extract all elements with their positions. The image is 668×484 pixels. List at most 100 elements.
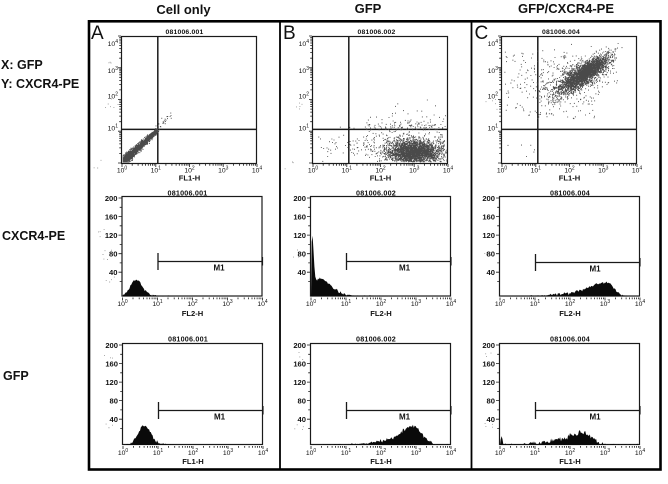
svg-text:40: 40 (298, 415, 306, 424)
svg-text:101: 101 (151, 166, 162, 175)
svg-text:80: 80 (110, 396, 118, 405)
svg-text:102: 102 (376, 448, 387, 457)
svg-text:FL1-H: FL1-H (370, 457, 392, 466)
svg-text:80: 80 (109, 249, 117, 258)
svg-text:120: 120 (105, 231, 118, 240)
svg-text:120: 120 (105, 378, 118, 387)
svg-text:104: 104 (108, 39, 119, 48)
svg-text:80: 80 (487, 396, 495, 405)
svg-text:40: 40 (110, 415, 118, 424)
svg-text:100: 100 (495, 299, 506, 308)
svg-text:M1: M1 (213, 264, 225, 273)
svg-text:103: 103 (411, 299, 422, 308)
svg-text:100: 100 (495, 448, 506, 457)
svg-text:081006.002: 081006.002 (356, 334, 396, 343)
svg-text:101: 101 (108, 124, 119, 133)
svg-text:101: 101 (152, 299, 163, 308)
svg-text:Cell only: Cell only (156, 2, 211, 17)
svg-text:104: 104 (632, 166, 643, 175)
svg-text:104: 104 (488, 39, 499, 48)
svg-text:40: 40 (487, 415, 495, 424)
svg-text:100: 100 (117, 166, 128, 175)
svg-text:160: 160 (105, 212, 118, 221)
svg-text:100: 100 (118, 448, 129, 457)
svg-text:200: 200 (482, 341, 495, 350)
svg-text:101: 101 (530, 299, 541, 308)
svg-text:101: 101 (299, 124, 310, 133)
svg-text:104: 104 (443, 166, 454, 175)
svg-text:104: 104 (446, 299, 457, 308)
svg-text:081006.004: 081006.004 (550, 188, 590, 197)
svg-text:101: 101 (153, 448, 164, 457)
svg-text:A: A (91, 23, 104, 44)
svg-text:101: 101 (488, 124, 499, 133)
svg-text:CXCR4-PE: CXCR4-PE (2, 229, 65, 243)
svg-text:200: 200 (293, 194, 306, 203)
svg-text:120: 120 (482, 378, 495, 387)
svg-text:103: 103 (411, 448, 422, 457)
svg-text:103: 103 (108, 66, 119, 75)
svg-text:104: 104 (446, 448, 457, 457)
svg-text:081006.001: 081006.001 (168, 334, 208, 343)
svg-text:101: 101 (530, 448, 541, 457)
svg-text:081006.001: 081006.001 (166, 29, 204, 36)
svg-text:104: 104 (299, 39, 310, 48)
svg-text:B: B (283, 23, 296, 44)
svg-text:FL2-H: FL2-H (559, 309, 581, 318)
svg-text:GFP: GFP (3, 369, 29, 383)
svg-text:103: 103 (299, 66, 310, 75)
svg-text:102: 102 (299, 92, 310, 101)
svg-text:101: 101 (531, 166, 542, 175)
svg-text:104: 104 (257, 299, 268, 308)
svg-text:M1: M1 (589, 265, 601, 274)
svg-text:104: 104 (252, 166, 263, 175)
svg-text:103: 103 (600, 448, 611, 457)
svg-text:102: 102 (184, 166, 195, 175)
svg-text:103: 103 (598, 166, 609, 175)
svg-text:081006.004: 081006.004 (542, 29, 580, 36)
svg-text:Y: CXCR4-PE: Y: CXCR4-PE (1, 77, 79, 91)
svg-text:160: 160 (293, 212, 306, 221)
svg-text:081006.002: 081006.002 (356, 188, 396, 197)
svg-text:M1: M1 (399, 264, 411, 273)
svg-text:80: 80 (487, 249, 495, 258)
svg-text:160: 160 (482, 212, 495, 221)
svg-text:80: 80 (298, 249, 306, 258)
svg-text:40: 40 (298, 268, 306, 277)
svg-text:200: 200 (105, 341, 118, 350)
svg-text:103: 103 (488, 66, 499, 75)
svg-text:100: 100 (497, 166, 508, 175)
svg-text:081006.004: 081006.004 (550, 334, 590, 343)
svg-text:102: 102 (187, 299, 198, 308)
svg-text:FL1-H: FL1-H (559, 174, 581, 183)
svg-text:101: 101 (341, 448, 352, 457)
svg-text:160: 160 (105, 359, 118, 368)
svg-text:200: 200 (293, 341, 306, 350)
svg-text:102: 102 (376, 299, 387, 308)
svg-text:100: 100 (308, 166, 319, 175)
svg-text:102: 102 (488, 92, 499, 101)
svg-text:100: 100 (306, 299, 317, 308)
svg-text:FL1-H: FL1-H (559, 457, 581, 466)
svg-text:GFP/CXCR4-PE: GFP/CXCR4-PE (518, 1, 614, 16)
svg-text:160: 160 (482, 359, 495, 368)
svg-text:120: 120 (293, 231, 306, 240)
svg-text:102: 102 (188, 448, 199, 457)
svg-text:104: 104 (258, 448, 269, 457)
svg-text:M1: M1 (214, 413, 226, 422)
svg-text:FL1-H: FL1-H (370, 174, 392, 183)
svg-text:M1: M1 (399, 413, 411, 422)
svg-text:40: 40 (487, 268, 495, 277)
svg-text:FL2-H: FL2-H (370, 309, 392, 318)
svg-text:X: GFP: X: GFP (1, 58, 43, 72)
svg-text:C: C (475, 23, 489, 44)
svg-text:103: 103 (223, 448, 234, 457)
svg-text:104: 104 (635, 299, 646, 308)
svg-text:103: 103 (218, 166, 229, 175)
svg-text:103: 103 (409, 166, 420, 175)
svg-text:FL1-H: FL1-H (182, 457, 204, 466)
svg-text:103: 103 (600, 299, 611, 308)
svg-text:FL2-H: FL2-H (182, 309, 204, 318)
svg-text:102: 102 (375, 166, 386, 175)
svg-text:102: 102 (564, 166, 575, 175)
